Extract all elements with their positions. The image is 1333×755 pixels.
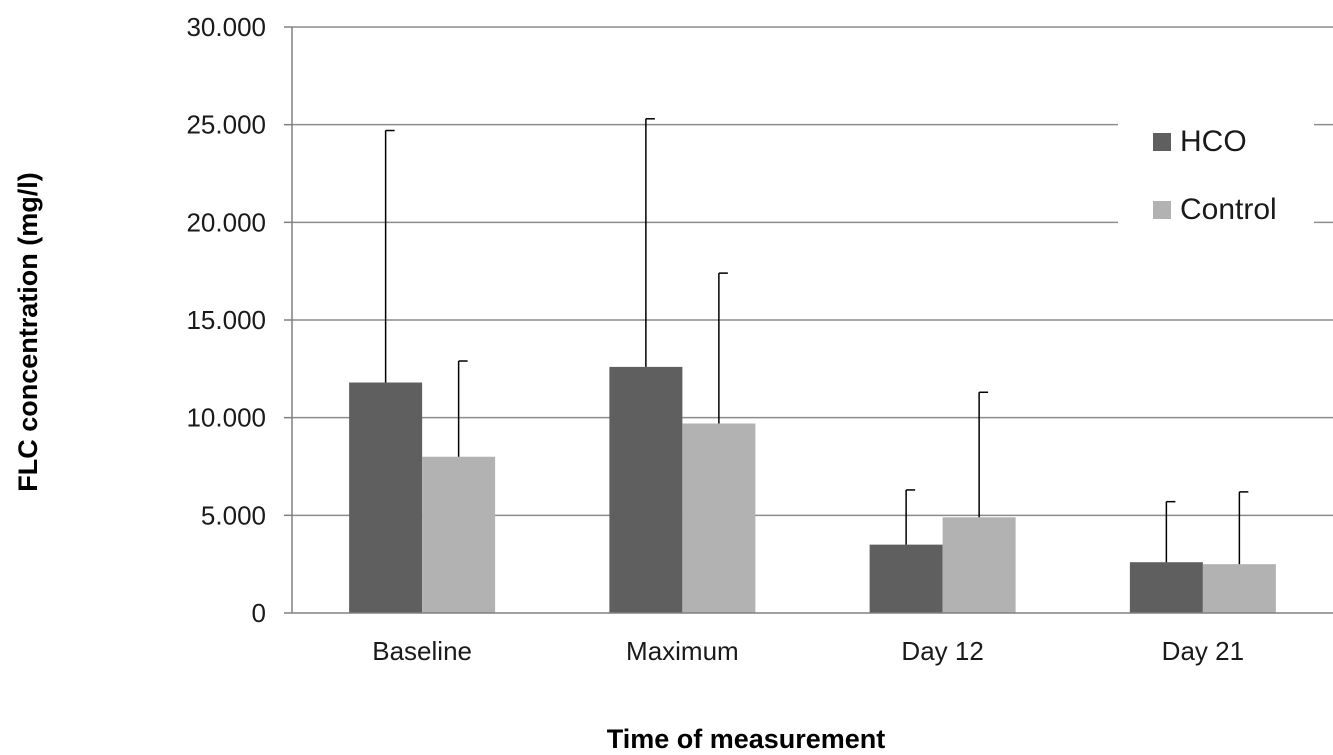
x-category-label: Baseline <box>372 636 472 666</box>
x-axis-categories: Baseline Maximum Day 12 Day 21 <box>372 636 1244 666</box>
bar-control-baseline <box>422 456 496 613</box>
y-tick-label: 5.000 <box>201 500 266 530</box>
y-axis-ticks: 0 5.000 10.000 15.000 20.000 25.000 30.000 <box>186 12 292 628</box>
legend-label-control: Control <box>1180 193 1277 226</box>
y-tick-label: 30.000 <box>186 12 266 42</box>
bar-hco-day-21 <box>1129 562 1203 613</box>
y-tick-label: 10.000 <box>186 403 266 433</box>
bars <box>349 366 1276 613</box>
bar-control-day-12 <box>942 517 1016 613</box>
bar-control-maximum <box>682 423 756 613</box>
x-axis-title: Time of measurement <box>607 724 886 754</box>
x-category-label: Maximum <box>626 636 739 666</box>
y-tick-label: 0 <box>252 598 266 628</box>
bar-hco-day-12 <box>869 544 943 613</box>
y-tick-label: 25.000 <box>186 110 266 140</box>
y-tick-label: 20.000 <box>186 207 266 237</box>
x-category-label: Day 21 <box>1162 636 1244 666</box>
legend-label-hco: HCO <box>1180 125 1247 158</box>
bar-control-day-21 <box>1202 564 1276 613</box>
legend: HCO Control <box>1118 108 1314 242</box>
error-bars <box>384 118 1249 565</box>
bar-hco-maximum <box>609 366 683 613</box>
bar-hco-baseline <box>349 382 423 613</box>
legend-swatch-hco <box>1153 133 1171 151</box>
y-tick-label: 15.000 <box>186 305 266 335</box>
legend-swatch-control <box>1153 201 1171 219</box>
gridlines <box>292 26 1333 517</box>
x-category-label: Day 12 <box>901 636 983 666</box>
y-axis-title: FLC concentration (mg/l) <box>13 172 43 492</box>
legend-background <box>1118 108 1314 242</box>
